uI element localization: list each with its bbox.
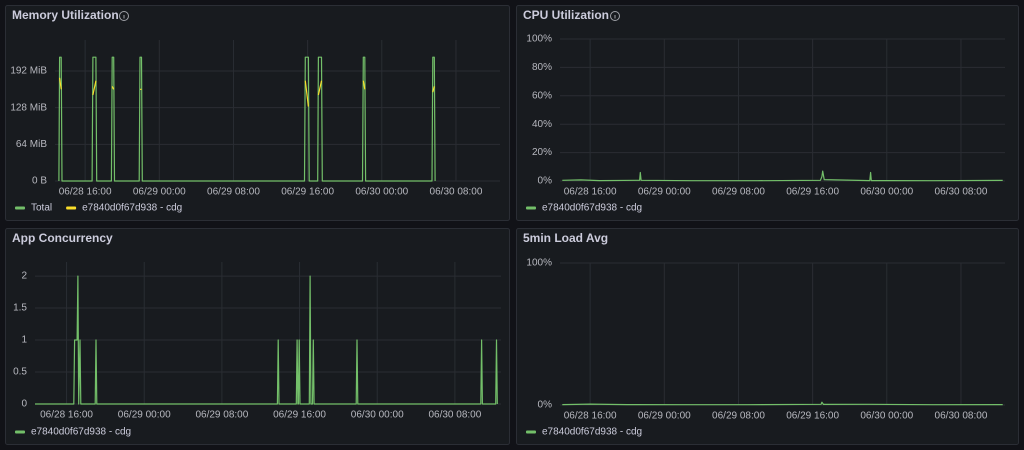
y-tick-label: 100% [526, 34, 552, 45]
y-tick-label: 60% [532, 90, 552, 101]
x-tick-label: 06/29 00:00 [118, 410, 171, 421]
legend-label[interactable]: e7840d0f67d938 - cdg [542, 427, 642, 438]
panel [5, 5, 510, 221]
x-tick-label: 06/30 00:00 [351, 410, 404, 421]
series-line [562, 170, 1003, 182]
x-tick-label: 06/30 08:00 [430, 187, 483, 198]
legend-label[interactable]: e7840d0f67d938 - cdg [542, 203, 642, 214]
panel [516, 228, 1019, 445]
x-tick-label: 06/29 00:00 [638, 187, 691, 198]
x-tick-label: 06/28 16:00 [564, 187, 617, 198]
y-tick-label: 100% [526, 258, 552, 269]
x-tick-label: 06/29 08:00 [195, 410, 248, 421]
legend-swatch[interactable] [66, 206, 77, 210]
series-line [59, 77, 435, 107]
x-tick-label: 06/29 08:00 [712, 411, 765, 422]
info-icon[interactable] [119, 11, 129, 21]
x-tick-label: 06/30 08:00 [428, 410, 481, 421]
legend-swatch[interactable] [526, 206, 536, 210]
y-tick-label: 20% [532, 147, 552, 158]
x-tick-label: 06/29 08:00 [207, 187, 260, 198]
panel [516, 5, 1019, 221]
y-tick-label: 192 MiB [10, 66, 47, 77]
legend-swatch[interactable] [526, 430, 536, 434]
x-tick-label: 06/29 00:00 [638, 411, 691, 422]
y-tick-label: 128 MiB [10, 102, 47, 113]
panel-title: CPU Utilization [523, 8, 609, 22]
series-line [58, 56, 436, 182]
x-tick-label: 06/30 08:00 [935, 411, 988, 422]
legend-label[interactable]: e7840d0f67d938 - cdg [31, 427, 131, 438]
legend-swatch[interactable] [15, 206, 25, 210]
y-tick-label: 80% [532, 62, 552, 73]
panel-title: 5min Load Avg [523, 231, 608, 245]
x-tick-label: 06/29 00:00 [133, 187, 186, 198]
x-tick-label: 06/30 00:00 [860, 411, 913, 422]
legend-label[interactable]: e7840d0f67d938 - cdg [82, 203, 182, 214]
x-tick-label: 06/28 16:00 [564, 411, 617, 422]
y-tick-label: 64 MiB [16, 139, 47, 150]
x-tick-label: 06/28 16:00 [59, 187, 112, 198]
series-line [35, 275, 498, 405]
series-line [562, 401, 1003, 406]
x-tick-label: 06/30 08:00 [935, 187, 988, 198]
y-tick-label: 1 [21, 335, 27, 346]
x-tick-label: 06/28 16:00 [40, 410, 93, 421]
x-tick-label: 06/30 00:00 [355, 187, 408, 198]
y-tick-label: 0.5 [13, 367, 27, 378]
panel-title: App Concurrency [12, 231, 113, 245]
y-tick-label: 2 [21, 271, 27, 282]
legend-label[interactable]: Total [31, 203, 52, 214]
x-tick-label: 06/30 00:00 [860, 187, 913, 198]
x-tick-label: 06/29 16:00 [786, 411, 839, 422]
info-icon[interactable] [610, 11, 620, 21]
panel [5, 228, 510, 445]
y-tick-label: 0% [538, 400, 553, 411]
panel-title: Memory Utilization [12, 8, 119, 22]
y-tick-label: 0 B [32, 176, 47, 187]
x-tick-label: 06/29 16:00 [786, 187, 839, 198]
y-tick-label: 0 [21, 399, 27, 410]
y-tick-label: 0% [538, 176, 553, 187]
x-tick-label: 06/29 08:00 [712, 187, 765, 198]
y-tick-label: 40% [532, 119, 552, 130]
legend-swatch[interactable] [15, 430, 25, 434]
x-tick-label: 06/29 16:00 [281, 187, 334, 198]
y-tick-label: 1.5 [13, 303, 27, 314]
x-tick-label: 06/29 16:00 [273, 410, 326, 421]
